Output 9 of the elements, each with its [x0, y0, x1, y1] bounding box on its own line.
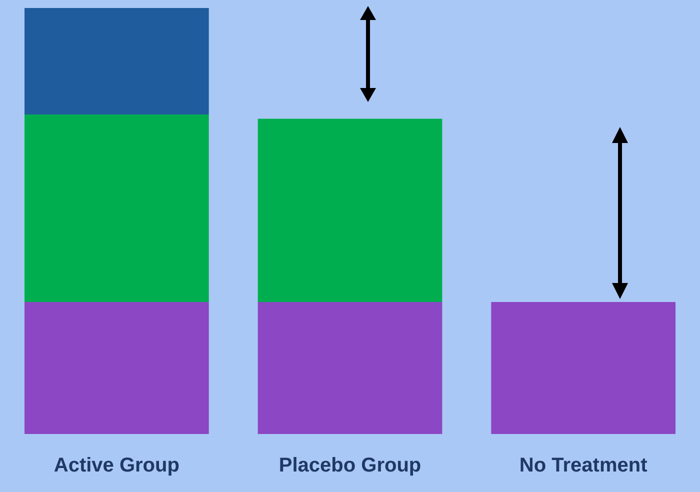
bar	[24, 302, 209, 434]
x-tick-label: Active Group	[54, 454, 180, 477]
bar	[24, 114, 209, 302]
bar	[258, 118, 442, 302]
bar	[258, 302, 442, 434]
x-tick-label: No Treatment	[519, 454, 648, 477]
bar	[491, 302, 676, 434]
bar	[24, 8, 209, 114]
x-tick-label: Placebo Group	[278, 454, 422, 477]
